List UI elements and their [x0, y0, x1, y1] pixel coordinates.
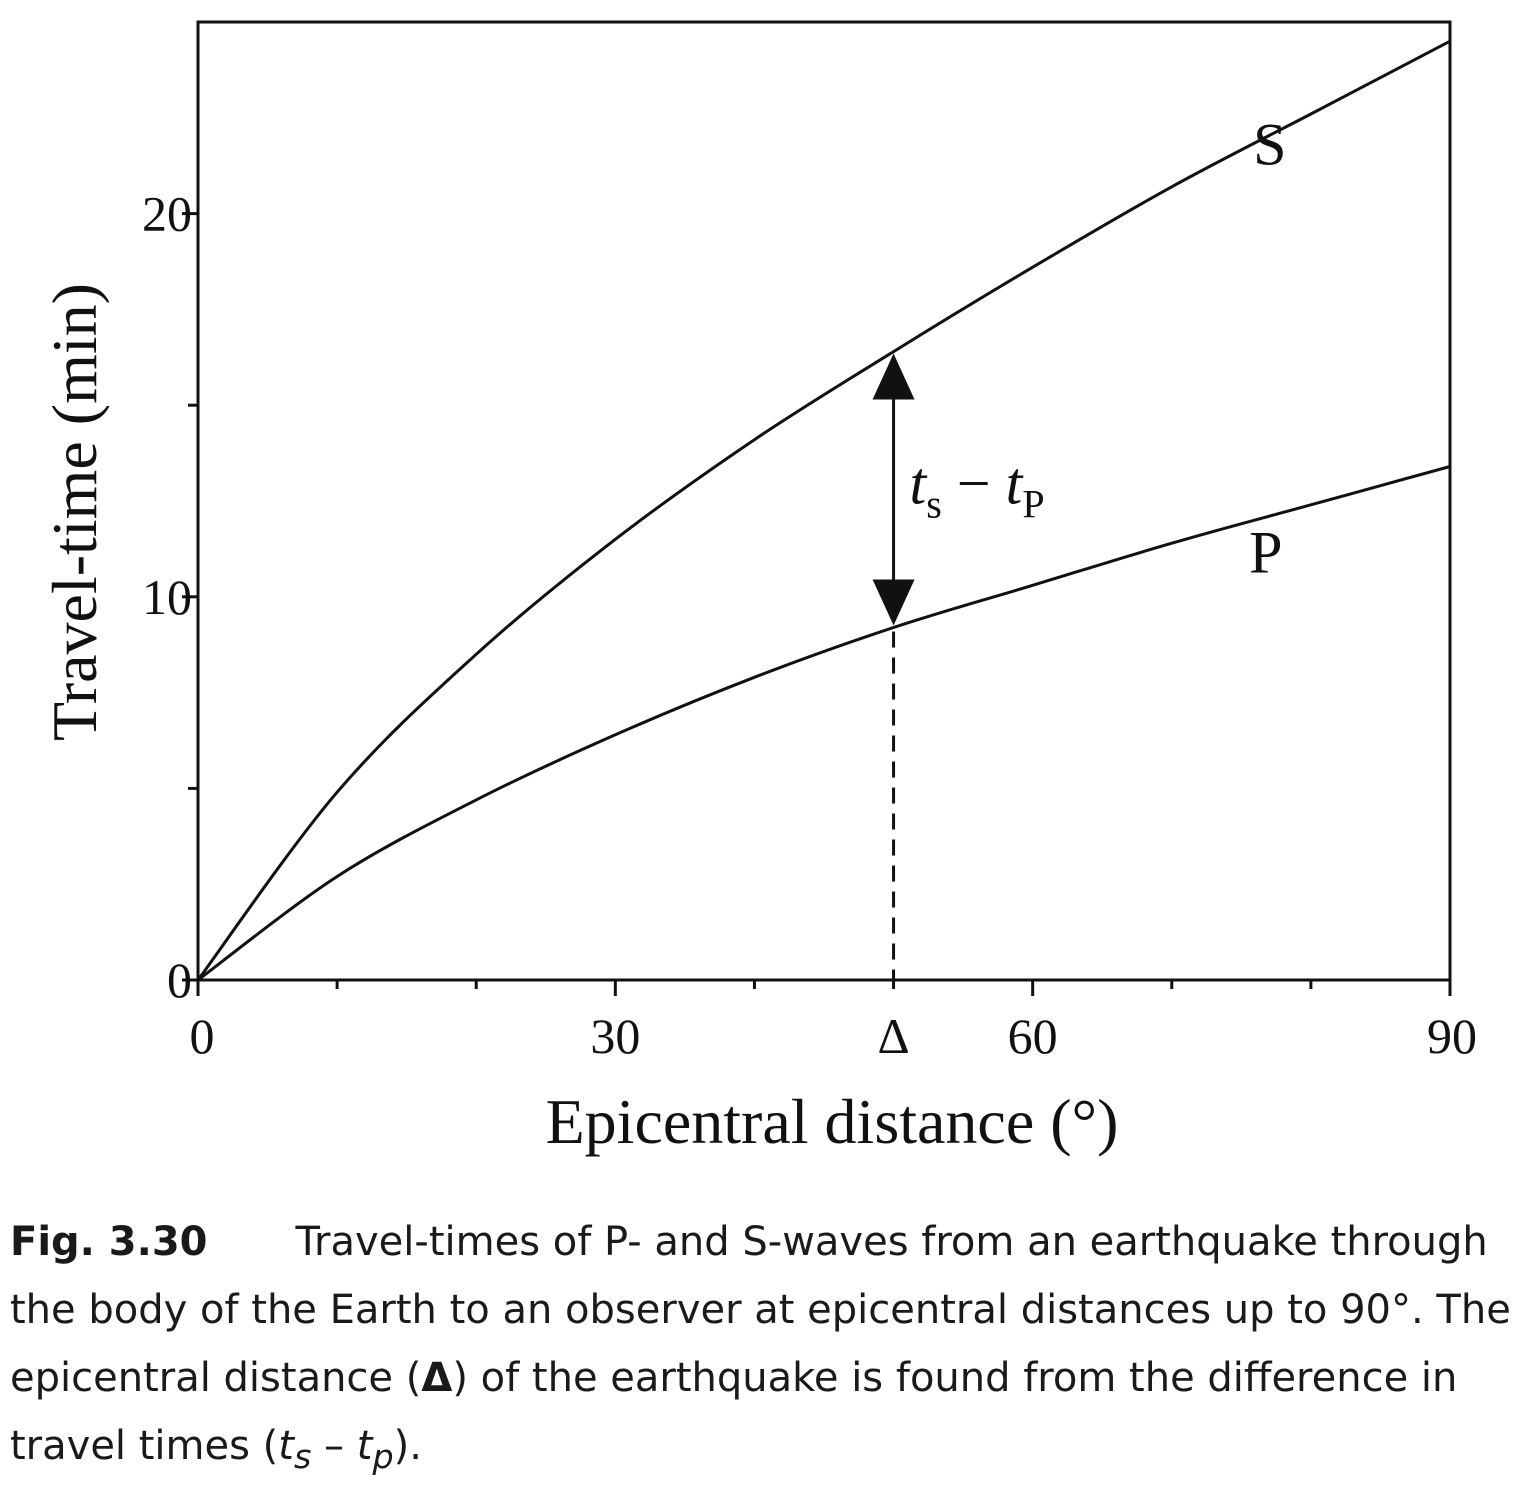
caption-t-p: t — [356, 1423, 373, 1469]
caption-s-subscript: s — [293, 1437, 312, 1476]
difference-label: ts − tP — [910, 451, 1045, 527]
y-axis-title: Travel-time (min) — [39, 283, 110, 741]
plot-frame — [196, 20, 1452, 982]
axis-ticks — [182, 212, 1452, 996]
y-tick-label: 10 — [142, 569, 192, 625]
x-tick-label: 0 — [190, 1008, 215, 1064]
difference-label-s2: P — [1022, 482, 1044, 527]
difference-label-t2: t — [1006, 451, 1024, 517]
arrowhead-up — [872, 353, 915, 400]
figure-number: Fig. 3.30 — [10, 1219, 208, 1265]
axis-tick-labels: 0 30 60 90 0 10 20 — [142, 186, 1477, 1064]
y-tick-label: 0 — [167, 952, 192, 1008]
caption-text-3: ). — [393, 1423, 422, 1469]
series-line-p-wave — [197, 465, 1451, 982]
difference-label-minus: − — [942, 451, 1006, 517]
arrowhead-down — [872, 579, 915, 626]
x-axis-title: Epicentral distance (°) — [546, 1086, 1119, 1157]
caption-p-subscript: p — [372, 1437, 394, 1476]
figure-caption: Fig. 3.30 Travel-times of P- and S-waves … — [10, 1208, 1535, 1491]
caption-t-s: t — [278, 1423, 294, 1469]
series-label-s-wave: S — [1253, 112, 1286, 178]
caption-text-2: ) of the earthquake is found from the di… — [10, 1355, 1458, 1469]
caption-text-1: Travel-times of P- and S-waves from an e… — [10, 1219, 1511, 1401]
difference-label-s1: s — [926, 482, 942, 527]
caption-minus: – — [311, 1423, 357, 1469]
x-tick-label: 90 — [1427, 1008, 1477, 1064]
difference-label-t1: t — [910, 451, 928, 517]
delta-tick-label: Δ — [877, 1008, 909, 1064]
y-tick-label: 20 — [142, 186, 192, 242]
series-line-s-wave — [196, 39, 1451, 981]
series-label-p-wave: P — [1249, 519, 1282, 585]
x-tick-label: 60 — [1008, 1008, 1058, 1064]
x-tick-label: 30 — [590, 1008, 640, 1064]
travel-time-curves: SP — [196, 39, 1451, 982]
caption-delta-symbol: Δ — [421, 1355, 453, 1401]
travel-time-annotations: Δts − tP — [872, 353, 1045, 1064]
